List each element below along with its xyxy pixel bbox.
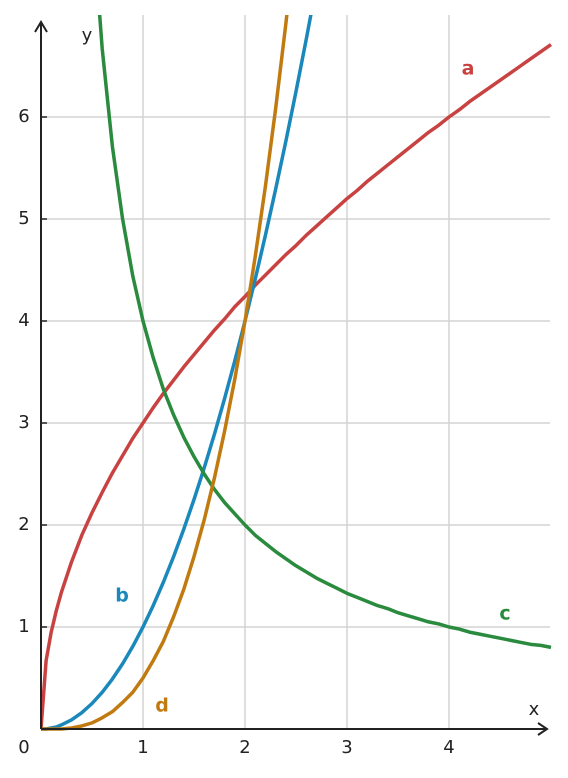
curve — [41, 15, 289, 731]
x-tick-label: 2 — [239, 737, 250, 758]
x-tick-label: 4 — [443, 737, 454, 758]
y-tick-label: 6 — [18, 106, 29, 127]
y-tick-label: 4 — [18, 310, 29, 331]
y-tick-label: 5 — [18, 208, 29, 229]
x-arrow — [537, 722, 549, 736]
x-tick-label: 1 — [137, 737, 148, 758]
x-tick-label: 0 — [18, 737, 29, 758]
curve — [41, 15, 313, 731]
x-tick-label: 3 — [341, 737, 352, 758]
curve-label: b — [115, 585, 129, 607]
y-tick-label: 3 — [18, 412, 29, 433]
curve-label: a — [462, 58, 475, 80]
grid — [41, 15, 550, 729]
curve-label: c — [499, 603, 510, 625]
curve-label: d — [155, 695, 169, 717]
y-tick-label: 2 — [18, 514, 29, 535]
y-axis-label: y — [82, 25, 93, 46]
curve — [97, 15, 552, 650]
curves — [41, 15, 553, 731]
y-tick-label: 1 — [18, 616, 29, 637]
x-axis-label: x — [529, 699, 540, 720]
curve — [41, 43, 553, 730]
y-arrow — [34, 20, 48, 33]
